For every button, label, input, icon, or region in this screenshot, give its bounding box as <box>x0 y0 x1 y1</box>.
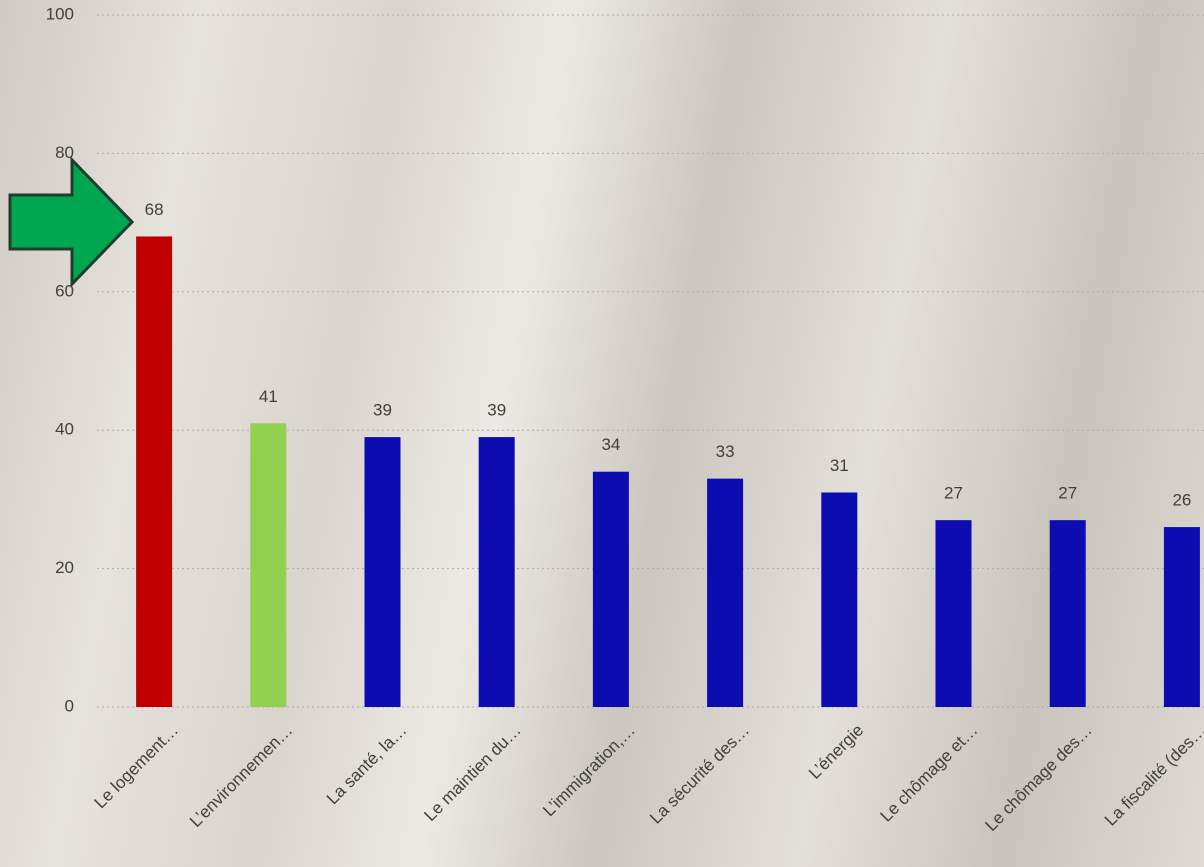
value-label: 34 <box>601 435 620 454</box>
bar <box>936 520 972 707</box>
y-tick-label: 40 <box>55 420 74 439</box>
x-tick-label: Le chômage des… <box>981 721 1095 835</box>
value-label: 26 <box>1172 491 1191 510</box>
value-label: 27 <box>944 484 963 503</box>
x-tick-label: L’énergie <box>805 721 867 783</box>
bar <box>365 437 401 707</box>
x-tick-label: La sécurité des… <box>646 721 753 828</box>
arrow <box>10 160 132 284</box>
value-label: 27 <box>1058 484 1077 503</box>
bar <box>250 423 286 707</box>
x-tick-label: L’environnemen… <box>186 721 296 831</box>
y-tick-label: 0 <box>65 696 74 715</box>
x-tick-label: Le chômage et… <box>877 721 982 826</box>
bar <box>479 437 515 707</box>
value-label: 31 <box>830 456 849 475</box>
x-tick-label: L’immigration,… <box>539 721 639 821</box>
screen: 0 20 40 60 80 100 68 Le logement… 41 L’environnem… <box>0 0 1204 867</box>
bar <box>707 479 743 707</box>
value-label: 68 <box>145 200 164 219</box>
y-tick-label: 100 <box>46 4 74 23</box>
y-tick-label: 20 <box>55 558 74 577</box>
bar <box>593 472 629 707</box>
value-label: 39 <box>487 401 506 420</box>
y-tick-label: 80 <box>55 143 74 162</box>
x-tick-label: Le maintien du… <box>420 721 524 825</box>
y-tick-label: 60 <box>55 281 74 300</box>
bar <box>1050 520 1086 707</box>
x-tick-label: Le logement… <box>90 721 182 813</box>
value-label: 41 <box>259 387 278 406</box>
x-tick-label: La santé, la… <box>323 721 411 809</box>
bar <box>821 492 857 707</box>
bar <box>136 236 172 707</box>
bar <box>1164 527 1200 707</box>
chart: 0 20 40 60 80 100 68 Le logement… 41 L’environnem… <box>0 0 1204 867</box>
value-label: 33 <box>716 442 735 461</box>
value-label: 39 <box>373 401 392 420</box>
x-tick-label: La fiscalité (des… <box>1101 721 1204 830</box>
